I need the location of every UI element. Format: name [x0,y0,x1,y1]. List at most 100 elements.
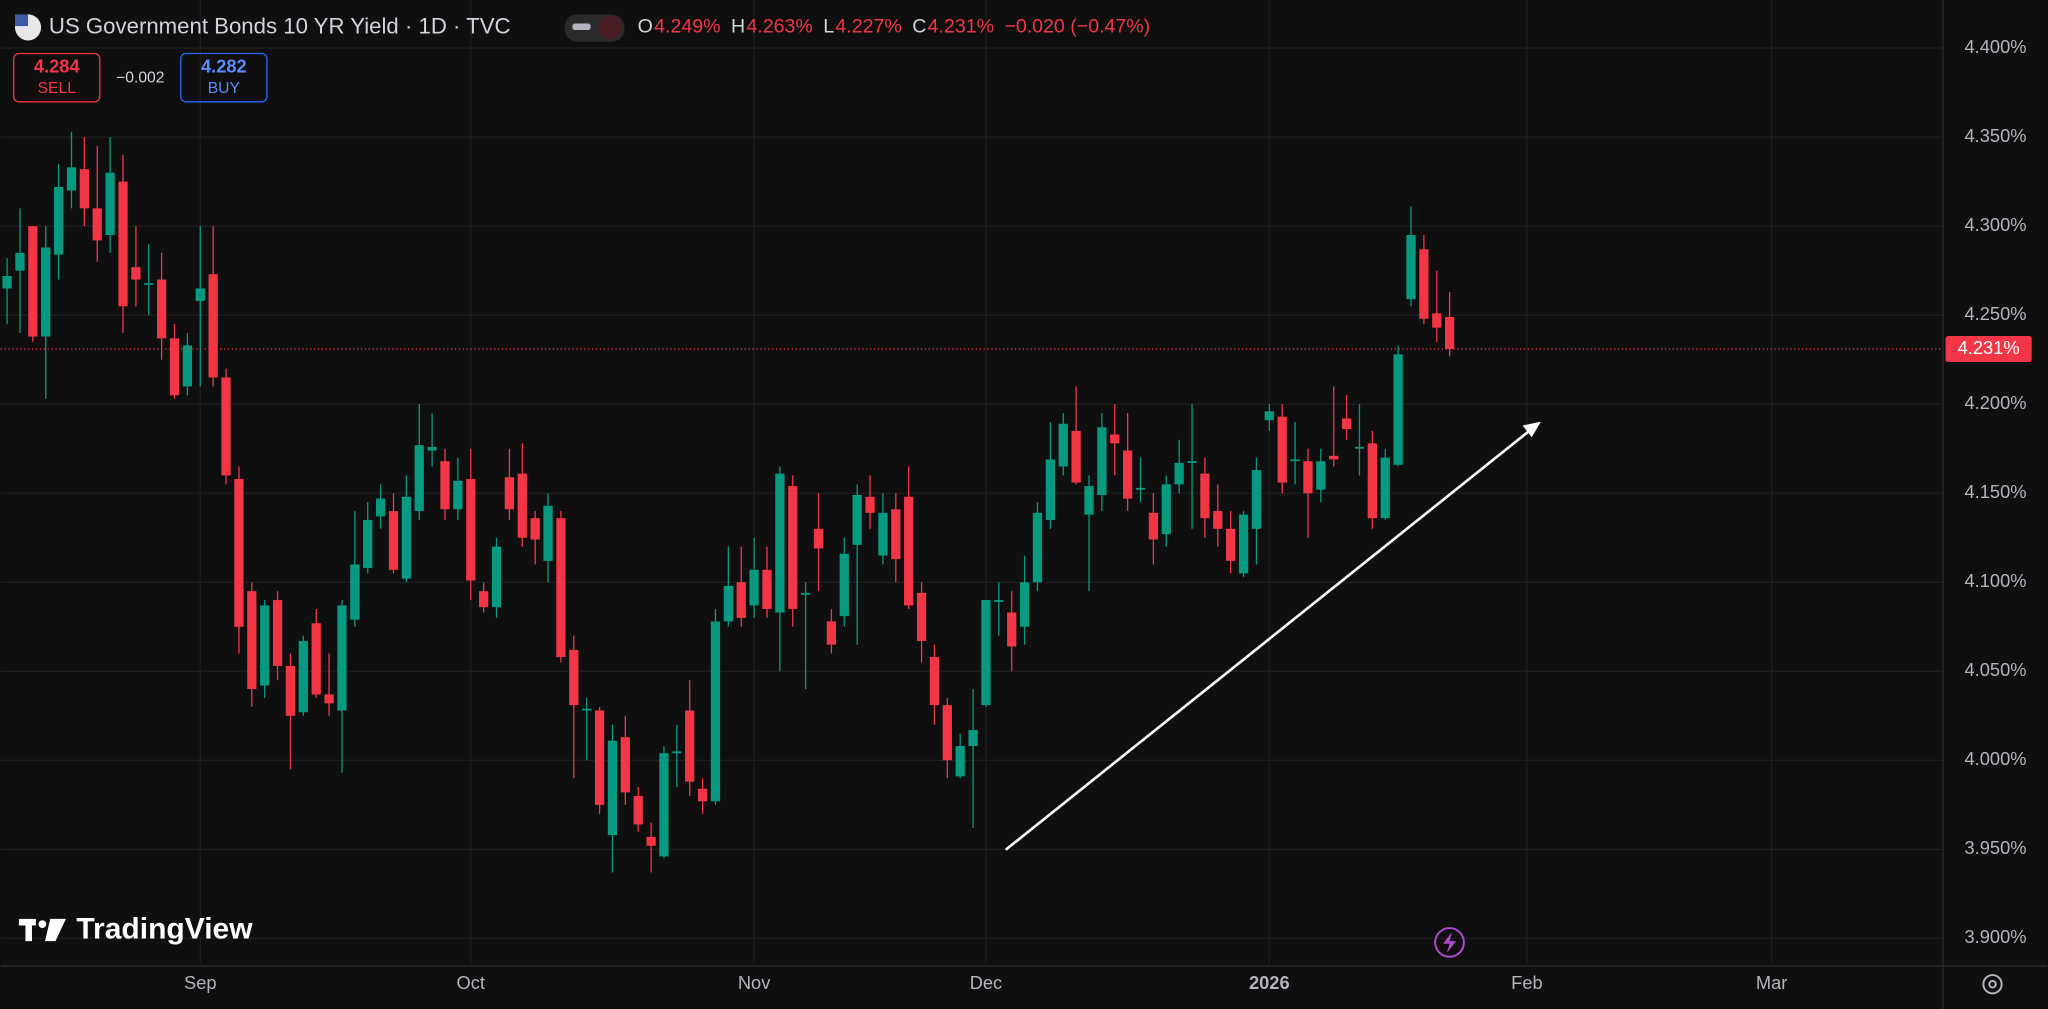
candle-body [594,710,605,805]
candle-body [530,518,540,540]
candle-body [955,746,965,777]
candle-body [1226,528,1236,561]
spread: −0.002 [116,69,164,86]
candle-body [1264,411,1274,421]
candle-body [1238,514,1249,574]
candle-body [569,649,579,706]
candle-body [247,591,257,690]
ohlc-key: O [638,16,653,38]
candle-body [491,546,502,608]
x-tick-label: Mar [1756,972,1787,993]
candle-body [620,737,630,793]
candle-body [981,600,991,706]
candle-body [1329,455,1339,460]
candle-body [1174,462,1184,485]
candle-body [1290,459,1300,462]
candle-body [401,496,411,579]
candle-body [968,730,978,747]
x-tick-label: Sep [184,972,216,993]
ohlc-key: H [731,16,745,38]
header: US Government Bonds 10 YR Yield · 1D · T… [15,13,1150,42]
buy-price[interactable]: 4.282 [201,56,247,77]
candle-body [28,226,38,337]
ohlc-value: 4.249% [654,16,720,38]
candle-body [1432,313,1442,328]
candle-body [1354,446,1365,449]
candle-body [453,480,463,510]
candle-body [762,569,772,609]
sell-price[interactable]: 4.284 [34,56,81,77]
buy-button[interactable] [180,52,268,103]
y-tick-label: 4.200% [1965,392,2027,413]
candle-body [646,836,656,846]
candle-body [324,694,334,704]
candle-body [736,582,746,618]
y-tick-label: 3.900% [1965,926,2027,947]
candle-body [556,518,566,658]
candle-body [440,461,450,510]
candle-body [350,564,360,620]
chart-title: US Government Bonds 10 YR Yield · 1D · T… [49,13,511,38]
candle-body [1058,423,1068,467]
ohlc-value: 4.231% [928,16,994,38]
candle-body [195,288,205,301]
candle-body [311,623,321,695]
buy-label[interactable]: BUY [208,80,241,97]
candle-body [221,377,231,476]
sell-label[interactable]: SELL [38,80,77,97]
candle-body [1032,512,1043,583]
ohlc-value: 4.263% [746,16,812,38]
candle-body [260,605,270,686]
candle-body [144,283,154,285]
badge-icon [572,23,591,31]
candle-body [723,585,733,622]
candle-body [1161,484,1171,535]
candle-body [801,592,811,595]
candle-body [878,512,888,556]
candle-body [672,751,682,754]
events-bolt [1443,931,1457,953]
candle-body [775,473,785,613]
candle-body [15,252,25,271]
ohlc-key: C [912,16,926,38]
candle-body [466,478,476,581]
candle-body [904,496,914,606]
y-tick-label: 4.300% [1965,214,2027,235]
candle-body [1251,470,1262,529]
candle-body [272,600,283,666]
candle-body [1277,416,1287,483]
y-tick-label: 4.000% [1965,748,2027,769]
candle-body [1187,461,1197,463]
candle-body [916,592,927,642]
sell-button[interactable] [13,52,101,103]
x-tick-label: 2026 [1249,972,1290,993]
candle-body [1303,461,1313,494]
y-tick-label: 4.100% [1965,570,2027,591]
candle-body [1019,582,1030,627]
candle-body [659,753,669,857]
candle-body [182,345,193,387]
x-tick-label: Feb [1511,972,1542,993]
settings-icon[interactable] [1982,974,2003,995]
x-tick-label: Dec [970,972,1002,993]
ohlc-key: L [823,16,834,38]
candle-body [208,274,218,378]
candle-body [1148,512,1159,540]
events-icon[interactable] [1434,927,1465,958]
candle-body [1122,450,1133,499]
candles [2,131,1455,873]
y-tick-label: 4.350% [1965,125,2027,146]
badge-icon-2 [598,15,622,40]
candle-body [1316,461,1326,490]
candle-body [826,621,837,645]
logo-part [45,918,66,942]
x-tick-label: Oct [457,972,485,993]
candle-body [697,788,708,802]
candle-body [1213,511,1223,529]
candle-body [363,519,373,569]
candle-body [517,473,527,538]
flag-canton [15,14,29,27]
candle-body [749,569,759,606]
candle-body [118,181,128,307]
